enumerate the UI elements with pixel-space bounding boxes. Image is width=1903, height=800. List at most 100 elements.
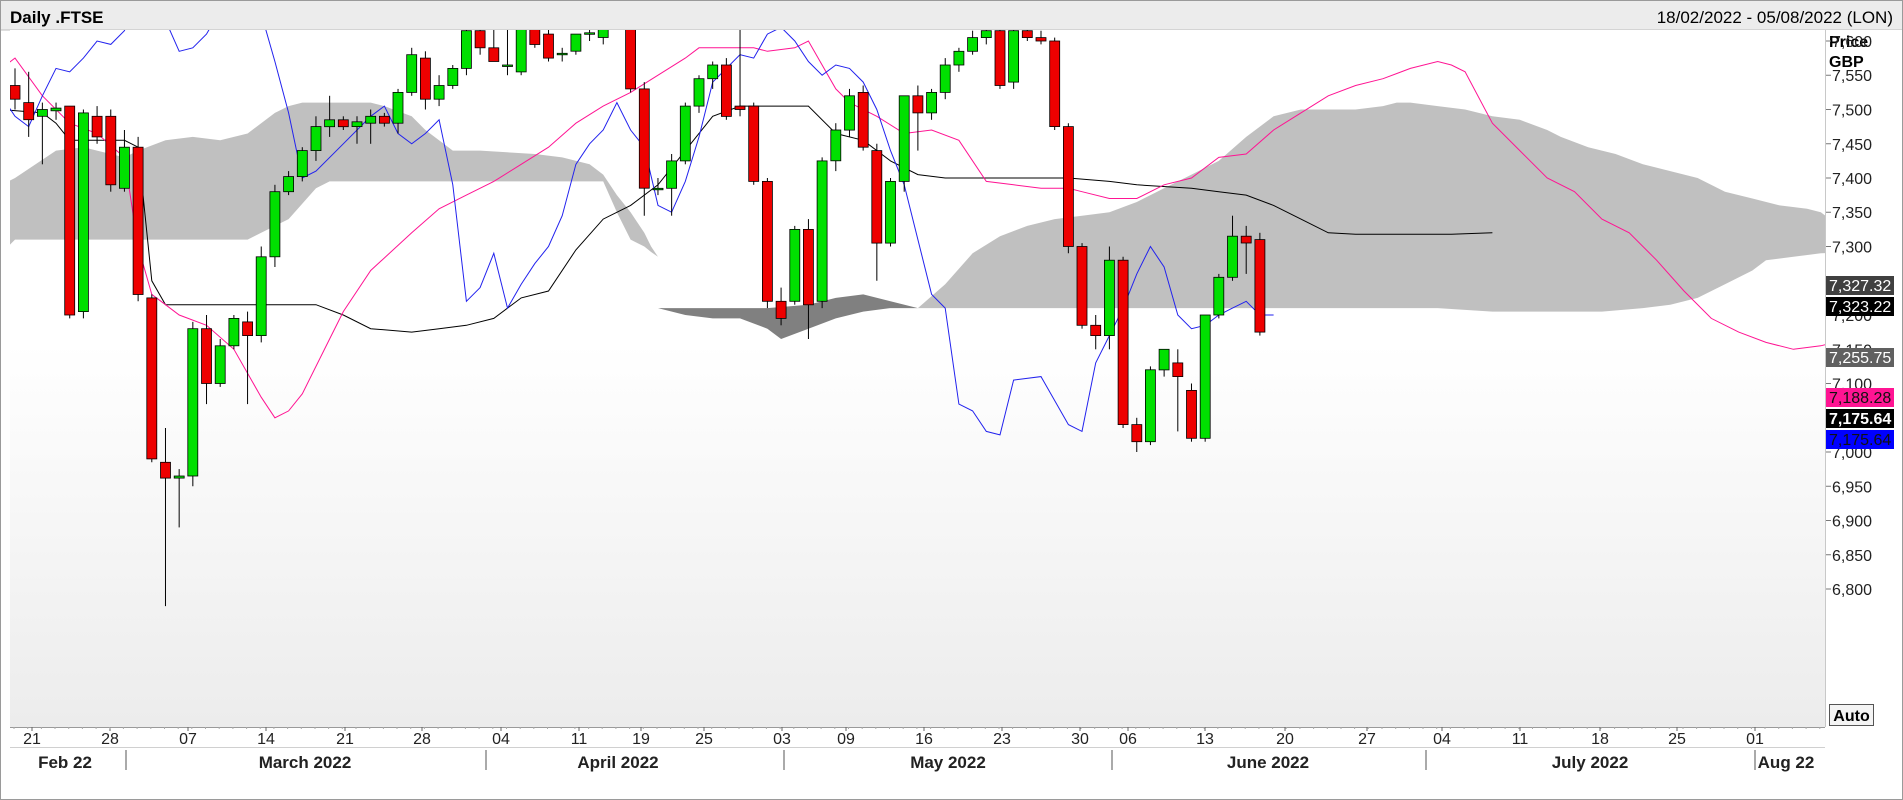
candle-body-up [707, 64, 719, 80]
candle-60 [830, 123, 842, 172]
candle-body-up [693, 78, 705, 107]
y-tick-label: 7,450 [1832, 137, 1872, 154]
candle-78 [1076, 243, 1088, 329]
candle-body-down [721, 64, 732, 117]
candle-12 [173, 469, 185, 528]
value-badge-box [1826, 409, 1894, 428]
candle-86 [1186, 383, 1197, 442]
candle-body-up [885, 180, 896, 244]
x-tick-label: 23 [993, 731, 1011, 748]
value-badge-box [1826, 348, 1894, 367]
candle-body-up [597, 30, 609, 38]
chart-title: Daily .FTSE [10, 8, 104, 27]
candle-55 [762, 178, 773, 309]
candle-21 [296, 147, 308, 182]
candle-body-down [1254, 239, 1266, 333]
y-tick-label: 6,950 [1832, 479, 1872, 496]
candle-49 [679, 102, 691, 165]
time-axis[interactable] [1, 727, 1902, 799]
value-badge: 7,323.22 [1826, 297, 1894, 316]
candle-body-up [50, 107, 62, 112]
candle-body-up [1008, 30, 1019, 83]
month-label: March 2022 [259, 753, 352, 772]
candle-24 [337, 116, 349, 130]
tenkan-line [10, 40, 1825, 419]
candle-body-up [939, 64, 951, 93]
candle-47 [652, 178, 664, 196]
x-tick-label: 28 [101, 731, 119, 748]
x-tick-label: 06 [1119, 731, 1137, 748]
candle-body-down [201, 328, 212, 384]
candle-body-up [816, 160, 828, 302]
month-label: May 2022 [910, 753, 986, 772]
candle-66 [912, 85, 924, 151]
value-badge-label: 7,175.64 [1829, 411, 1891, 428]
candle-body-down [857, 92, 869, 148]
candle-body-down [1063, 126, 1074, 247]
candle-body-up [926, 92, 937, 114]
candle-body-up [119, 146, 130, 189]
candle-body-up [406, 54, 418, 93]
candle-body-up [214, 345, 226, 384]
candle-10 [146, 294, 158, 463]
candle-28 [392, 88, 404, 134]
candle-body-up [324, 119, 336, 128]
value-badge-label: 7,175.64 [1829, 432, 1891, 449]
candle-37 [515, 30, 527, 76]
y-tick-label: 7,550 [1832, 68, 1872, 85]
candle-9 [132, 136, 144, 302]
candle-body-down [1090, 324, 1102, 336]
candle-50 [693, 75, 705, 113]
x-tick-label: 11 [571, 731, 588, 748]
x-tick-label: 21 [23, 731, 41, 748]
candle-75 [1035, 30, 1047, 45]
candle-15 [214, 339, 226, 387]
candle-body-up [37, 109, 48, 117]
candle-body-down [1049, 40, 1061, 127]
price-axis[interactable] [1826, 30, 1902, 727]
month-label: Aug 22 [1758, 753, 1815, 772]
candle-19 [269, 184, 281, 267]
candle-body-down [160, 461, 171, 479]
x-tick-label: 07 [179, 731, 197, 748]
candle-body-up [1213, 276, 1225, 316]
candle-77 [1063, 123, 1074, 254]
month-label: April 2022 [577, 753, 658, 772]
candle-body-up [460, 30, 472, 69]
value-badge-box [1826, 388, 1894, 407]
candle-body-down [871, 150, 883, 244]
cloud-segment-2 [658, 294, 918, 339]
x-tick-label: 03 [773, 731, 791, 748]
candle-body-up [953, 50, 965, 66]
candle-body-down [132, 146, 144, 295]
candle-90 [1240, 225, 1252, 274]
candle-body-up [310, 126, 322, 151]
candle-body-up [1199, 314, 1211, 439]
x-tick-label: 21 [336, 731, 354, 748]
candle-body-down [1172, 362, 1184, 377]
x-tick-label: 09 [837, 731, 855, 748]
auto-button[interactable]: Auto [1829, 704, 1874, 726]
value-badge-box [1826, 430, 1894, 449]
candle-45 [625, 30, 636, 93]
candle-body-down [775, 300, 787, 319]
candle-body-up [433, 85, 445, 100]
candle-8 [119, 130, 130, 192]
candle-body-down [10, 85, 21, 100]
value-badge: 7,255.75 [1826, 348, 1894, 367]
x-tick-label: 11 [1512, 731, 1529, 748]
candle-body-down [91, 115, 103, 138]
x-tick-label: 14 [257, 731, 275, 748]
candle-body-up [666, 160, 677, 189]
candle-42 [584, 30, 595, 41]
candle-68 [939, 58, 951, 100]
candle-46 [638, 82, 650, 216]
date-range: 18/02/2022 - 05/08/2022 (LON) [1657, 8, 1893, 27]
candle-body-up [187, 328, 199, 477]
candle-91 [1254, 232, 1266, 336]
candle-body-up [351, 121, 363, 128]
candle-72 [994, 30, 1006, 89]
candle-body-up [447, 68, 459, 86]
candle-1 [23, 71, 35, 137]
